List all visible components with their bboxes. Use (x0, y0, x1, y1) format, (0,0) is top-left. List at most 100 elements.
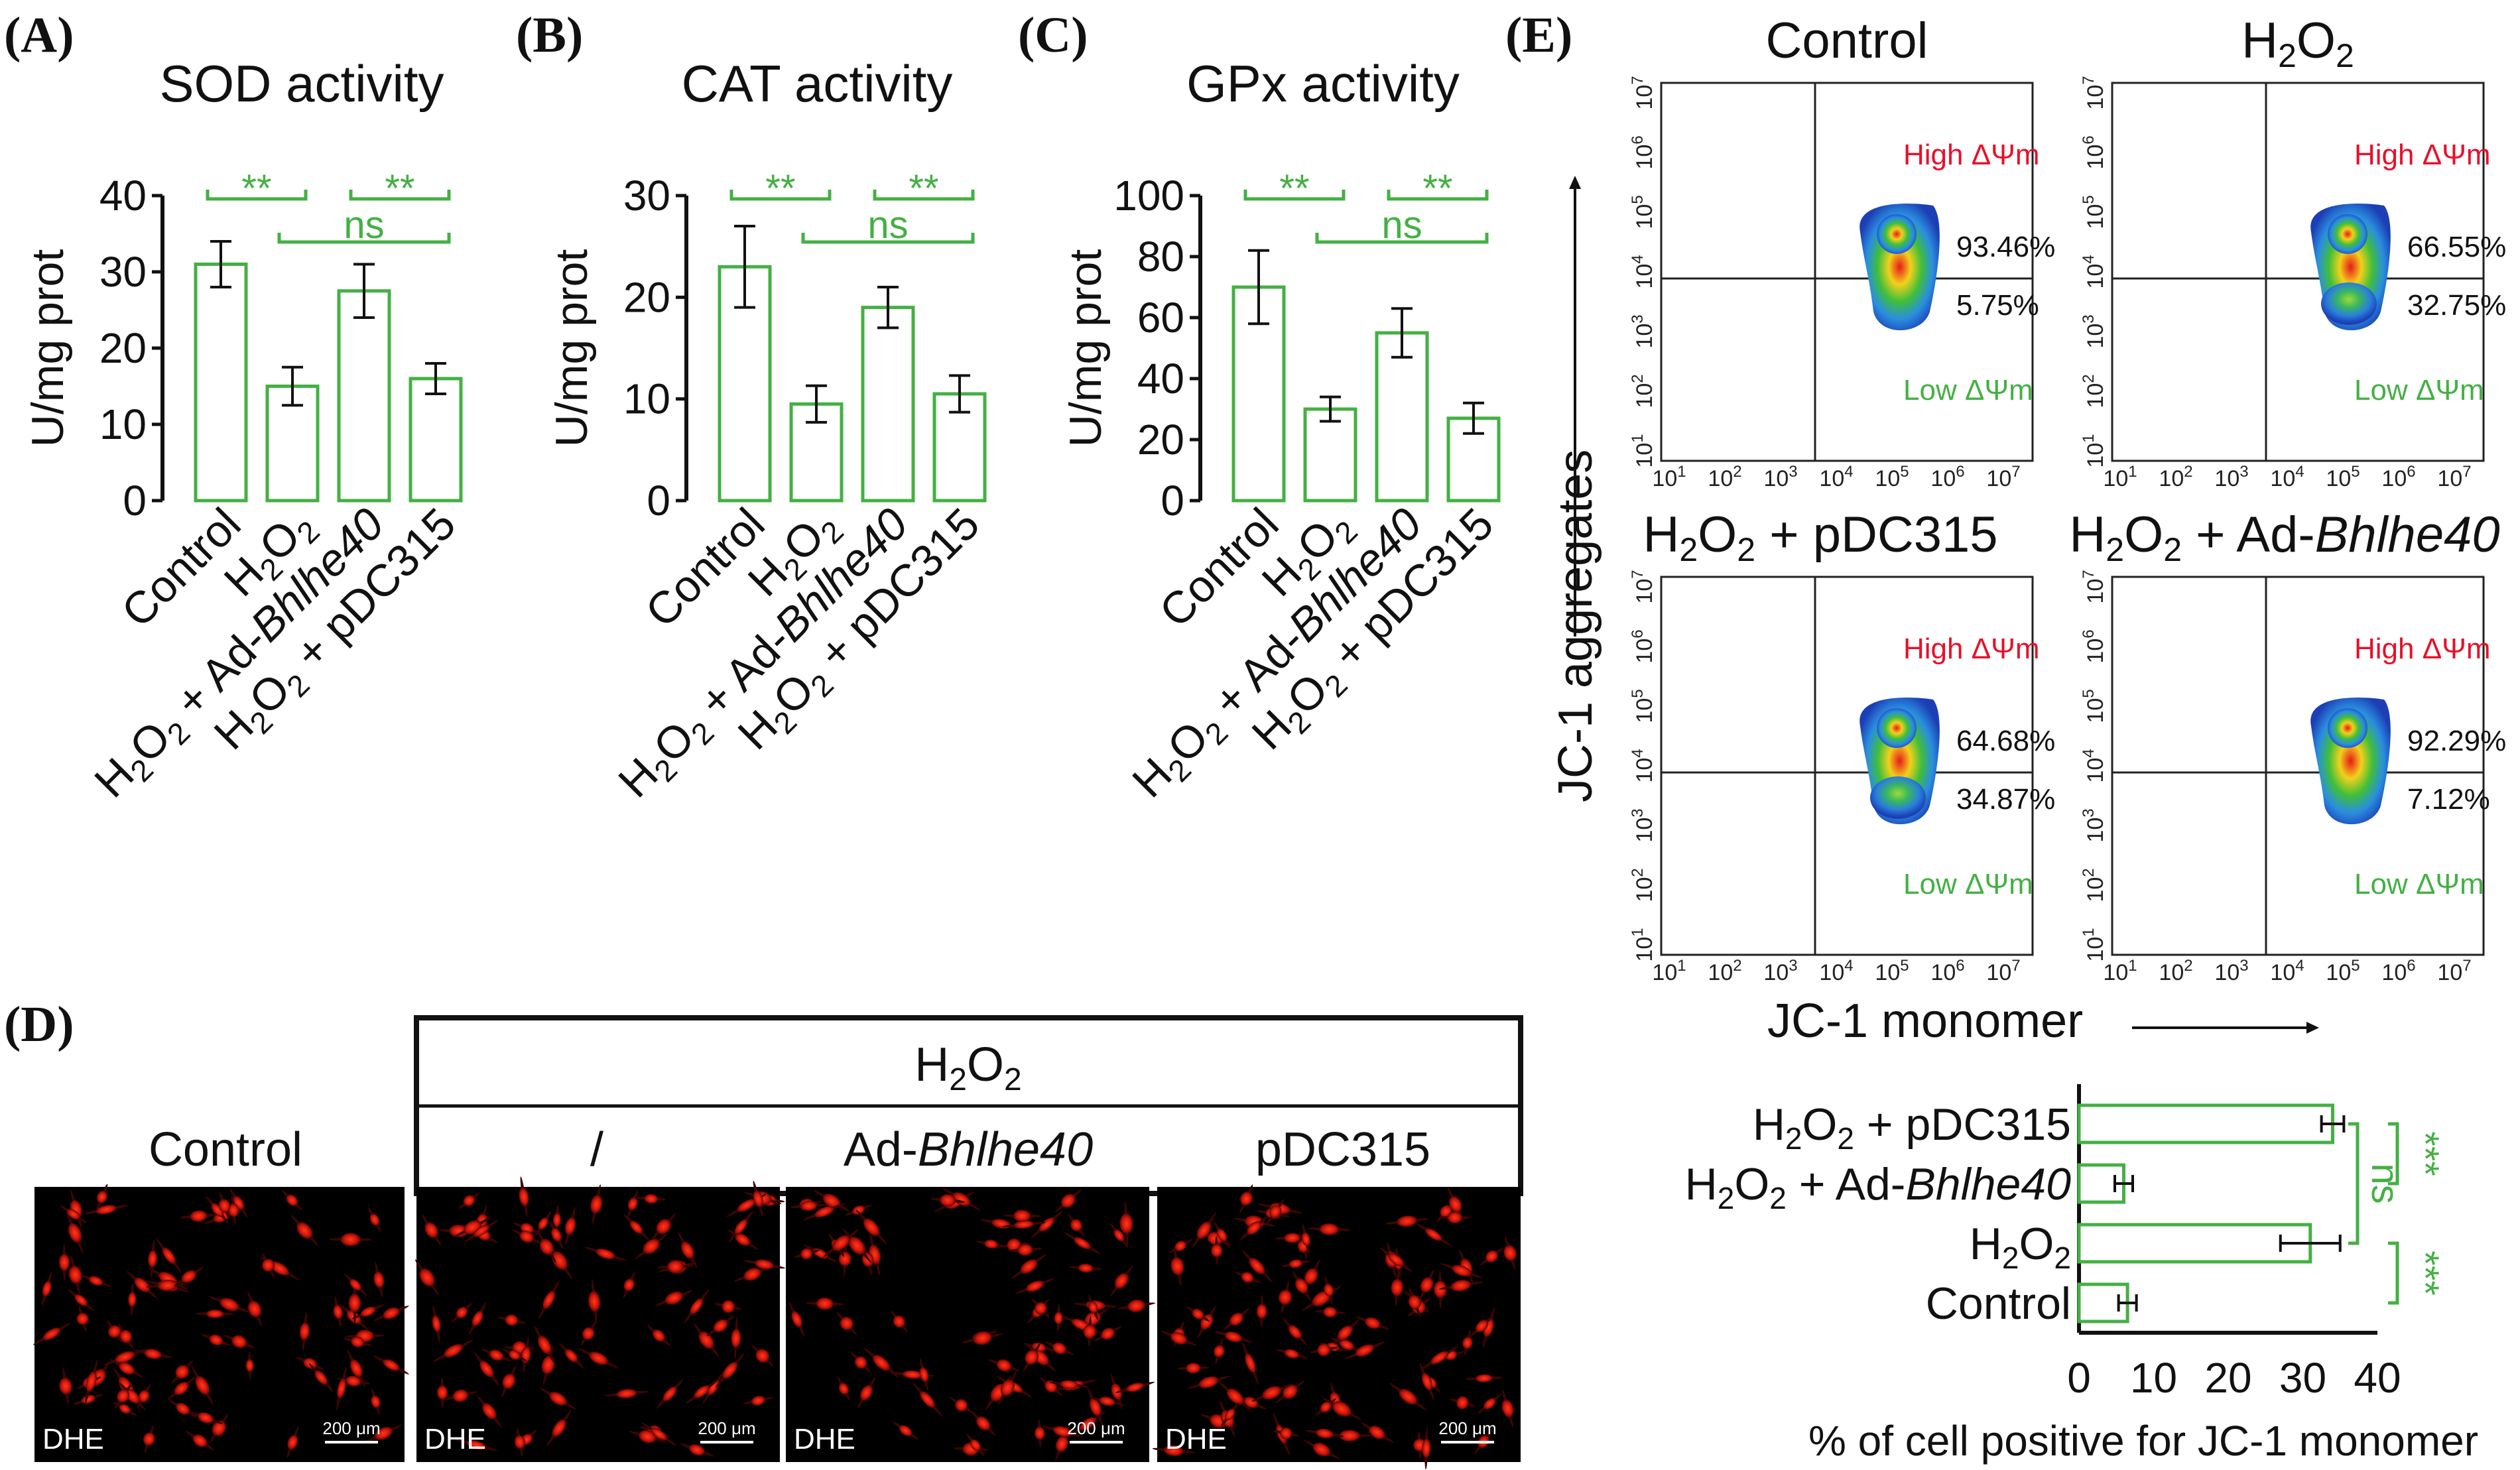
stained-nucleus (1269, 1205, 1282, 1219)
stained-nucleus (119, 1362, 135, 1375)
flow-plot-title: Control (1766, 13, 1928, 69)
significance-label: *** (2403, 1131, 2446, 1176)
stained-nucleus (1503, 1245, 1517, 1261)
stained-nucleus (68, 1265, 82, 1284)
stained-nucleus (1462, 1337, 1473, 1349)
significance-label: ** (241, 167, 271, 210)
flow-x-tick: 105 (2326, 463, 2360, 491)
y-tick-label: 20 (1137, 416, 1184, 463)
stained-nucleus (1056, 1436, 1068, 1452)
stained-nucleus (1485, 1250, 1499, 1263)
y-tick-label: 100 (1113, 172, 1184, 219)
stained-nucleus (419, 1268, 435, 1287)
stained-nucleus (1119, 1213, 1133, 1234)
significance-bracket (349, 190, 451, 201)
flow-y-tick: 104 (2080, 255, 2108, 288)
stained-nucleus (138, 1390, 150, 1402)
chart-title-c: GPx activity (1186, 54, 1460, 113)
stained-nucleus (190, 1210, 208, 1222)
stained-nucleus (1388, 1253, 1405, 1266)
low-pct: 32.75% (2407, 289, 2506, 322)
stained-nucleus (128, 1292, 137, 1308)
stained-nucleus (734, 1219, 748, 1235)
stained-nucleus (643, 1239, 660, 1255)
stained-nucleus (1174, 1241, 1187, 1252)
panel-label-d: (D) (4, 997, 74, 1052)
y-tick-label: 10 (99, 400, 147, 448)
stained-nucleus (371, 1395, 381, 1408)
stained-nucleus (1224, 1408, 1235, 1421)
y-tick-label: 30 (623, 172, 670, 219)
stained-nucleus (838, 1382, 849, 1395)
bar (409, 377, 463, 503)
high-pct: 66.55% (2407, 231, 2506, 263)
stained-nucleus (346, 1375, 361, 1386)
flow-x-tick: 105 (1875, 463, 1909, 491)
flow-x-tick: 103 (2214, 957, 2248, 985)
stained-nucleus (270, 1261, 289, 1276)
stained-nucleus (814, 1206, 834, 1218)
stained-nucleus (863, 1218, 880, 1236)
significance-label: *** (2403, 1251, 2446, 1296)
stained-nucleus (261, 1258, 275, 1272)
stained-nucleus (1320, 1401, 1332, 1413)
low-dpsim-label: Low ΔΨm (1903, 374, 2033, 406)
stained-nucleus (1337, 1325, 1353, 1341)
treatment-group-label: H2O2​ (914, 1038, 1021, 1097)
stained-nucleus (340, 1233, 361, 1247)
stained-nucleus (1099, 1396, 1115, 1406)
stained-nucleus (1224, 1331, 1243, 1343)
stained-nucleus (1074, 1237, 1091, 1249)
flow-x-tick: 106 (2381, 463, 2415, 491)
flow-y-tick: 107 (1629, 76, 1657, 109)
stained-nucleus (1198, 1376, 1219, 1388)
stained-nucleus (220, 1298, 239, 1312)
stained-nucleus (984, 1239, 999, 1249)
stained-nucleus (228, 1203, 239, 1217)
stained-nucleus (952, 1192, 971, 1207)
stained-nucleus (1226, 1388, 1244, 1405)
stained-nucleus (694, 1385, 710, 1398)
stained-nucleus (314, 1370, 328, 1385)
stained-nucleus (432, 1315, 441, 1333)
stained-nucleus (541, 1355, 555, 1375)
stained-nucleus (195, 1376, 210, 1395)
stained-nucleus (588, 1291, 601, 1312)
significance-bracket (1315, 233, 1489, 244)
stained-nucleus (1034, 1426, 1045, 1440)
stained-nucleus (436, 1385, 448, 1400)
low-pct: 34.87% (1956, 783, 2055, 816)
flow-x-tick: 106 (1930, 957, 1964, 985)
significance-bracket (2388, 1122, 2399, 1186)
low-dpsim-label: Low ΔΨm (1903, 868, 2033, 900)
stained-nucleus (1284, 1349, 1300, 1359)
stained-nucleus (1420, 1277, 1434, 1293)
stained-nucleus (1127, 1299, 1145, 1312)
stained-nucleus (973, 1331, 992, 1345)
stained-nucleus (713, 1319, 728, 1333)
stained-nucleus (1339, 1430, 1360, 1441)
chart-title-b: CAT activity (682, 54, 953, 113)
stained-nucleus (1452, 1264, 1472, 1277)
stained-nucleus (1083, 1324, 1097, 1339)
flow-x-tick: 101 (1652, 957, 1686, 985)
flow-x-arrowhead (2306, 1022, 2319, 1034)
flow-x-tick: 104 (2270, 463, 2304, 491)
flow-y-tick: 105 (1629, 195, 1657, 229)
flow-y-tick: 101 (1629, 434, 1657, 467)
significance-label: ** (385, 167, 414, 210)
y-axis-label: U/mg prot (546, 249, 597, 448)
stained-nucleus (119, 1404, 131, 1414)
stained-nucleus (174, 1382, 189, 1395)
significance-bracket (873, 190, 975, 201)
stained-nucleus (348, 1294, 361, 1312)
stained-nucleus (456, 1307, 468, 1319)
stained-nucleus (1080, 1417, 1096, 1431)
stained-nucleus (383, 1307, 400, 1319)
stained-nucleus (108, 1325, 121, 1338)
stained-nucleus (537, 1335, 552, 1355)
chart-title-a: SOD activity (159, 54, 444, 113)
stained-nucleus (383, 1359, 400, 1371)
flow-y-tick: 101 (2080, 928, 2108, 961)
stained-nucleus (731, 1329, 741, 1348)
